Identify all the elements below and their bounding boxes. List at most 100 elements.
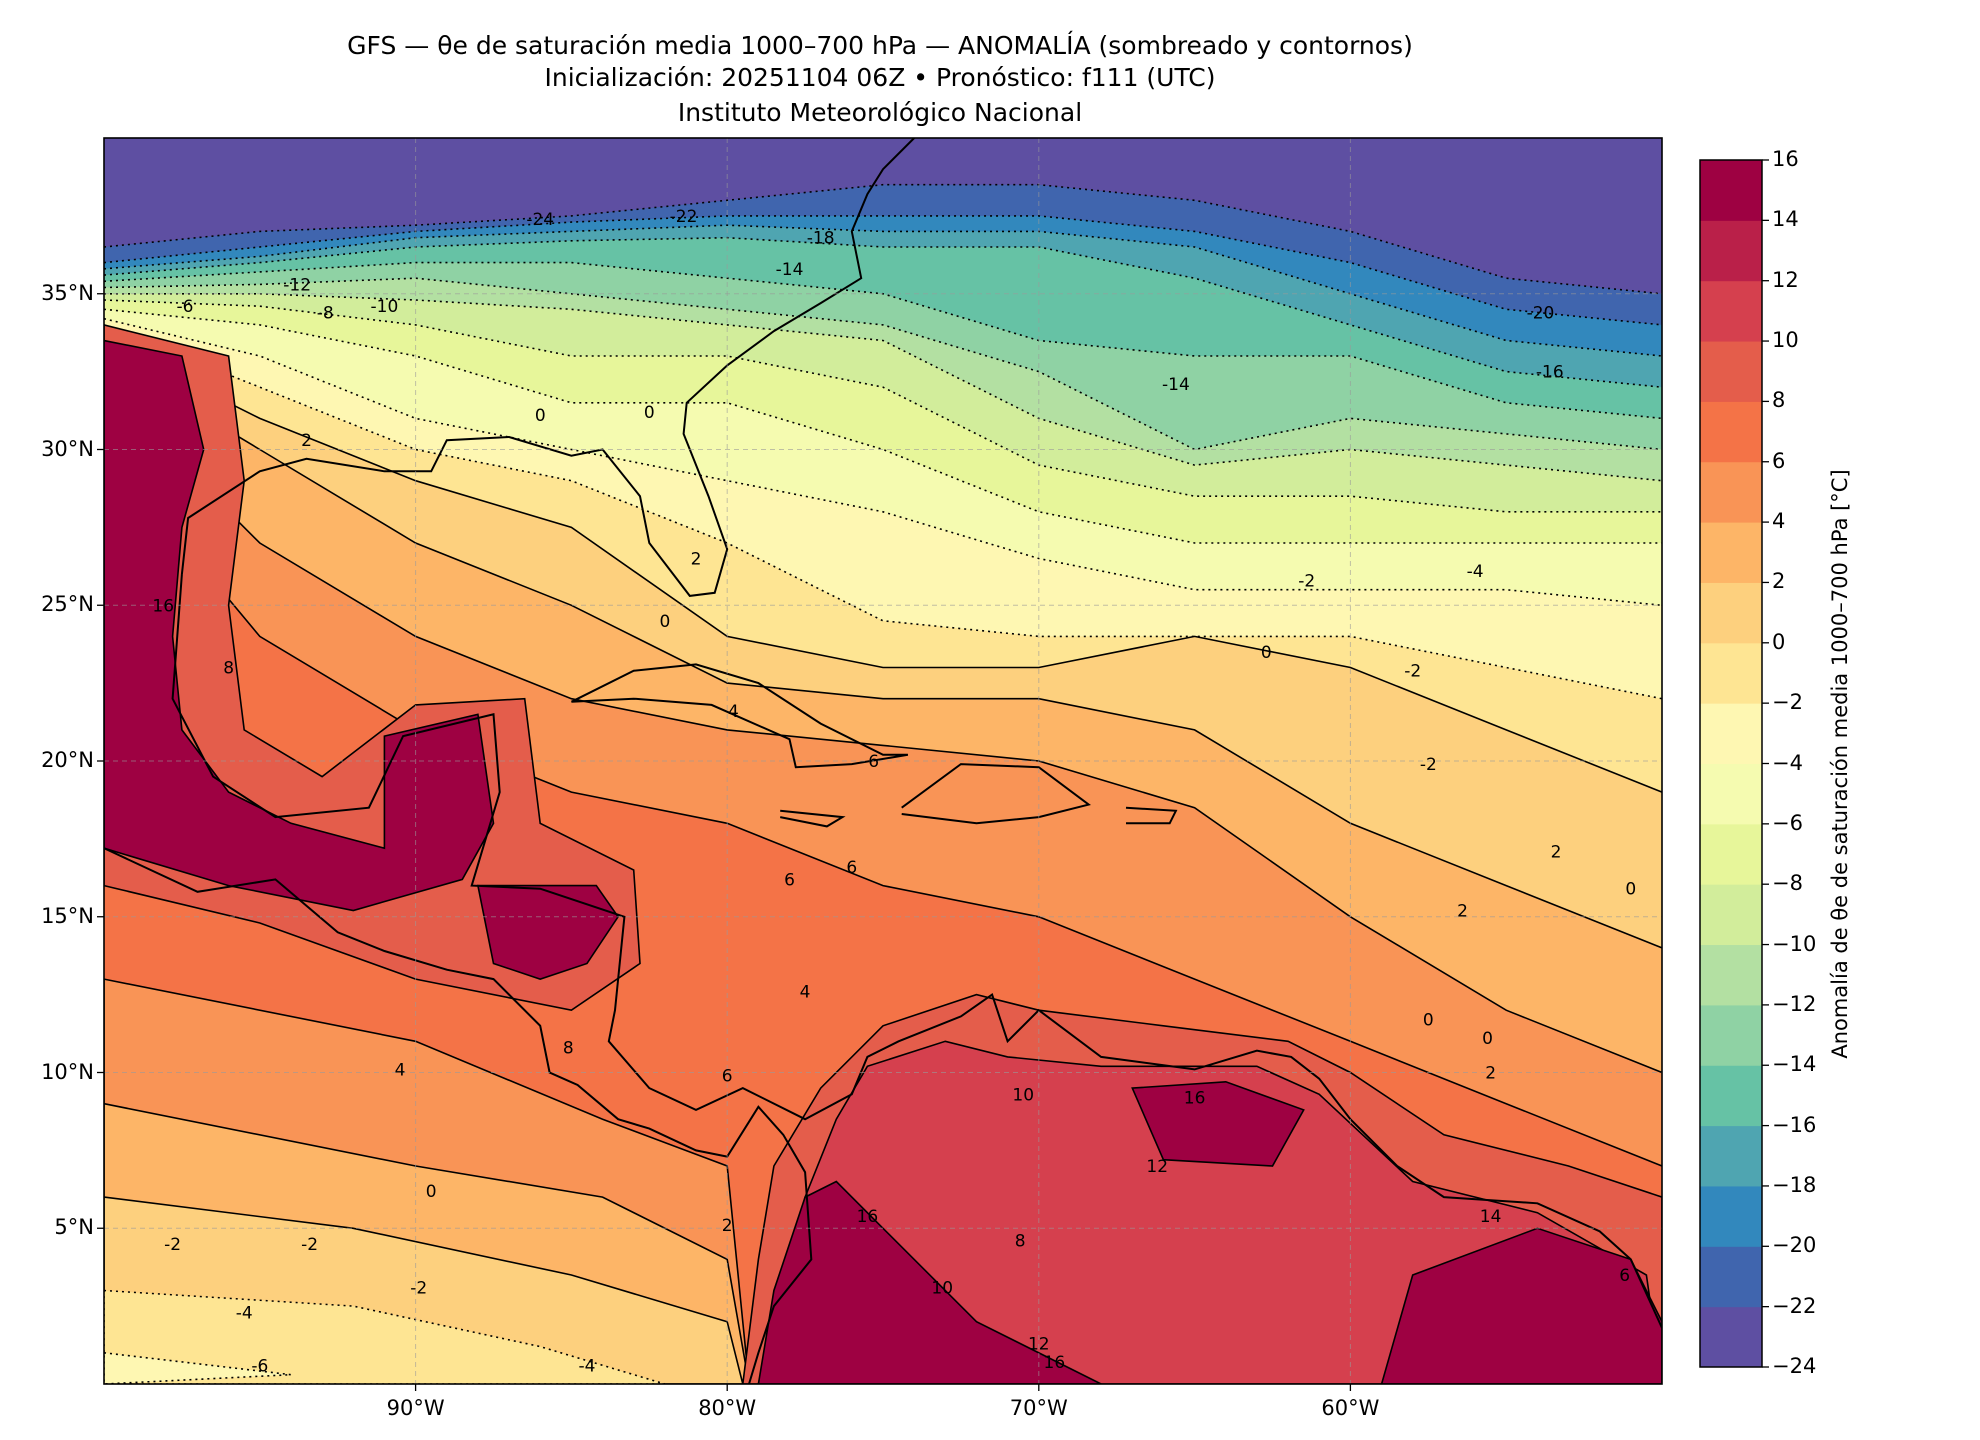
- contour-label: 16: [1184, 1088, 1206, 1108]
- colorbar-tick-label: 12: [1772, 267, 1799, 292]
- coastline: [570, 663, 909, 769]
- y-tick-label: 35°N: [41, 280, 94, 305]
- contour-label: 10: [1012, 1085, 1034, 1105]
- colorbar-tick-label: 4: [1772, 509, 1786, 534]
- x-tick-label: 90°W: [386, 1396, 445, 1420]
- y-tick-label: 25°N: [41, 592, 94, 617]
- contour-label: 2: [1457, 902, 1468, 922]
- contour-label: 6: [784, 870, 795, 890]
- colorbar-tick-label: −16: [1772, 1112, 1817, 1137]
- colorbar-tick-label: 10: [1772, 328, 1799, 353]
- colorbar-tick-label: 6: [1772, 448, 1786, 473]
- contour-label: 2: [691, 550, 702, 570]
- colorbar-tick-label: −2: [1772, 690, 1803, 715]
- colorbar-tick-label: 0: [1772, 629, 1786, 654]
- colorbar-segment: [1700, 1065, 1762, 1127]
- coastline: [901, 763, 1091, 825]
- contour-label: -20: [1527, 303, 1555, 323]
- contour-label: 10: [931, 1278, 953, 1298]
- contour-line: [104, 299, 1662, 513]
- colorbar-tick-label: −20: [1772, 1233, 1817, 1258]
- contour-label: 0: [659, 612, 670, 632]
- contour-label: 6: [722, 1067, 733, 1087]
- y-tick-label: 15°N: [41, 903, 94, 928]
- contour-label: -14: [1162, 375, 1190, 395]
- contour-line: [104, 277, 1662, 451]
- colorbar-segment: [1700, 461, 1762, 523]
- warm-anomaly-region: [1131, 1080, 1305, 1167]
- contour-label: 0: [1423, 1011, 1434, 1031]
- colorbar-segment: [1700, 522, 1762, 583]
- y-tick-label: 20°N: [41, 748, 94, 772]
- contour-line: [104, 324, 1662, 700]
- contour-line: [104, 355, 1662, 949]
- colorbar-segment: [1700, 160, 1762, 221]
- colorbar-tick-label: −8: [1772, 871, 1803, 896]
- contour-label: 2: [722, 1216, 733, 1236]
- x-tick-label: 80°W: [698, 1396, 757, 1420]
- pacific-band: [104, 1289, 666, 1384]
- contour-label: -2: [301, 1235, 318, 1255]
- colorbar-segment: [1700, 1306, 1762, 1368]
- y-tick-label: 5°N: [54, 1215, 94, 1240]
- contour-label: 2: [1485, 1064, 1496, 1084]
- contour-label: 0: [1482, 1029, 1493, 1049]
- colorbar-label: Anomalía de θe de saturación media 1000–…: [1828, 469, 1852, 1059]
- colorbar-tick-label: −24: [1772, 1354, 1817, 1378]
- contour-label: -4: [236, 1303, 253, 1323]
- contour-label: 4: [395, 1060, 406, 1080]
- contour-label: 12: [1028, 1335, 1050, 1355]
- colorbar-segment: [1700, 341, 1762, 402]
- colorbar-tick-label: −18: [1772, 1172, 1817, 1197]
- colorbar-tick-label: −12: [1772, 991, 1817, 1016]
- colorbar-segment: [1700, 280, 1762, 342]
- contour-label: -18: [807, 229, 835, 249]
- contour-label: 8: [563, 1039, 574, 1059]
- title-line-1: GFS — θe de saturación media 1000–700 hP…: [347, 31, 1413, 60]
- contour-line: [104, 236, 1662, 388]
- colorbar-tick-label: −10: [1772, 931, 1817, 956]
- coastline: [171, 574, 1662, 1329]
- contour-label: 0: [644, 403, 655, 423]
- contour-label: -10: [371, 297, 399, 317]
- coastline: [180, 138, 915, 597]
- contour-line: [104, 339, 1662, 793]
- contour-label: -24: [526, 210, 554, 230]
- colorbar-segment: [1700, 1125, 1762, 1187]
- colorbar-tick-label: 8: [1772, 388, 1786, 413]
- contour-line: [104, 386, 1662, 1074]
- colorbar-tick-label: −14: [1772, 1052, 1817, 1077]
- contour-label: 6: [868, 752, 879, 772]
- title-line-3: Instituto Meteorológico Nacional: [677, 98, 1083, 127]
- colorbar-segment: [1700, 763, 1762, 825]
- colorbar-segment: [1700, 401, 1762, 463]
- contour-label: -12: [283, 275, 311, 295]
- colorbar-segment: [1700, 1185, 1762, 1247]
- colorbar-tick-label: 16: [1772, 147, 1799, 171]
- contour-line: [104, 215, 1662, 326]
- colorbar-segment: [1700, 582, 1762, 644]
- contour-label: -2: [1404, 662, 1421, 682]
- contour-label: -2: [410, 1278, 427, 1298]
- contour-label: -4: [1467, 562, 1484, 582]
- contour-label: 4: [800, 983, 811, 1003]
- contour-label: 0: [1625, 880, 1636, 900]
- contour-label: 6: [846, 858, 857, 878]
- contour-label: 14: [1480, 1207, 1502, 1227]
- coastline: [104, 847, 813, 1384]
- contour-label: 8: [223, 659, 234, 679]
- contour-line: [104, 292, 1662, 482]
- contour-label: -2: [1420, 755, 1437, 775]
- contour-label: 8: [1015, 1232, 1026, 1252]
- contour-line: [104, 224, 1662, 357]
- colorbar-segment: [1700, 703, 1762, 764]
- contour-label: 0: [426, 1182, 437, 1202]
- colorbar-segment: [1700, 823, 1762, 885]
- coastline: [780, 809, 846, 828]
- contour-label: 16: [857, 1207, 879, 1227]
- y-tick-label: 30°N: [41, 436, 94, 461]
- title-line-2: Inicialización: 20251104 06Z • Pronóstic…: [544, 63, 1216, 92]
- colorbar-tick-label: 2: [1772, 569, 1786, 594]
